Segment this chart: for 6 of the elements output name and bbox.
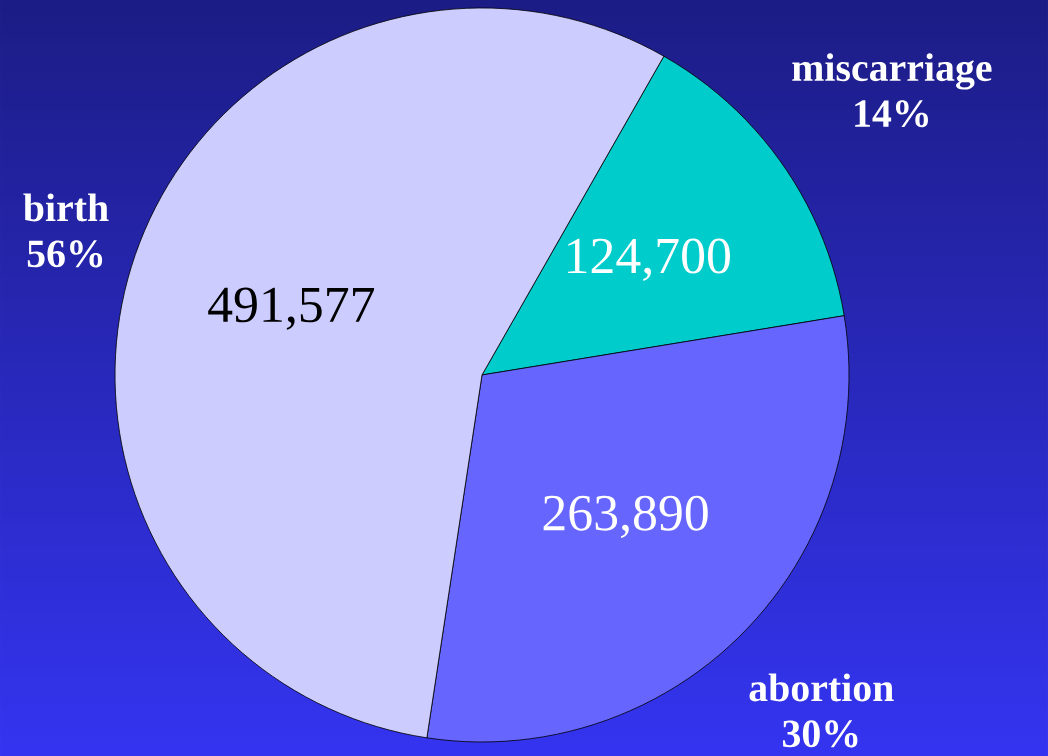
slice-label: miscarriage 14% (792, 53, 992, 128)
slice-label: birth 56% (23, 193, 109, 268)
data-label: 263,890 (543, 495, 708, 539)
slice-label: abortion 30% (749, 673, 894, 748)
data-label: 124,700 (568, 238, 730, 281)
data-label: 491,577 (208, 287, 375, 330)
